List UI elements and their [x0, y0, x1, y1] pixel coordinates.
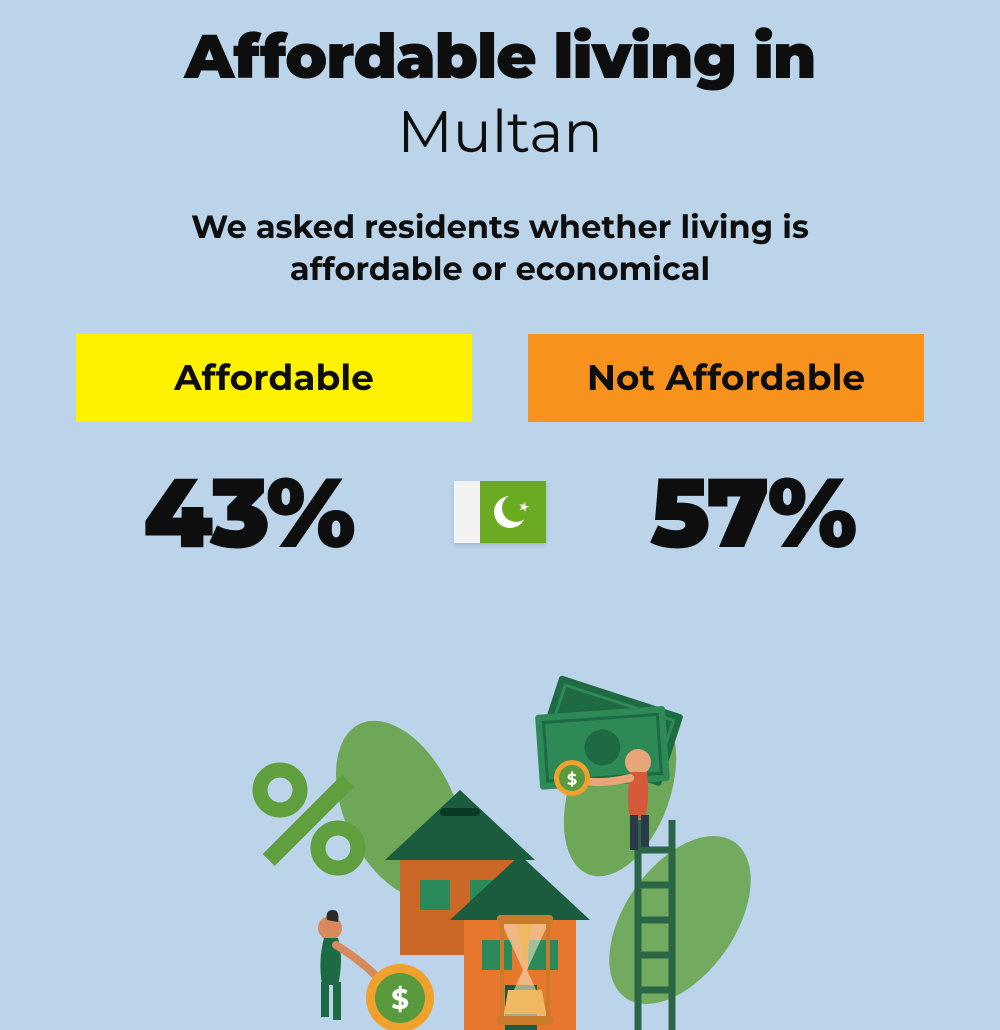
label-affordable: Affordable: [76, 334, 472, 422]
subtitle-text: We asked residents whether living is aff…: [0, 207, 1000, 290]
affordability-illustration: $ $: [220, 660, 780, 1030]
percent-icon: [260, 770, 358, 868]
value-affordable: 43%: [72, 452, 424, 572]
flag-pakistan: ★: [454, 481, 546, 543]
svg-text:$: $: [567, 771, 577, 790]
star-icon: ★: [516, 498, 531, 516]
value-not-affordable: 57%: [576, 452, 928, 572]
labels-row: Affordable Not Affordable: [0, 334, 1000, 422]
flag-green-field: ★: [480, 481, 546, 543]
values-row: 43% ★ 57%: [0, 452, 1000, 572]
svg-text:$: $: [391, 983, 409, 1017]
title-bold: Affordable living in: [0, 0, 1000, 94]
flag-white-band: [454, 481, 480, 543]
title-city: Multan: [0, 96, 1000, 167]
label-not-affordable: Not Affordable: [528, 334, 924, 422]
